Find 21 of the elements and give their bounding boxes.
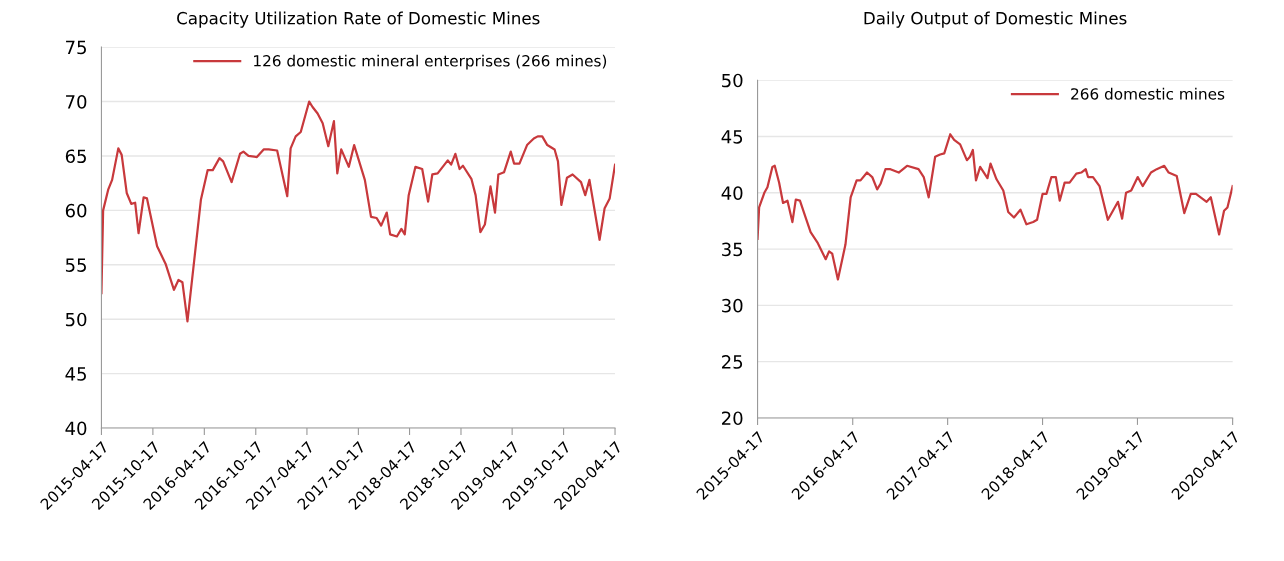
y-tick-label: 75 — [66, 40, 86, 55]
line-series — [757, 133, 1233, 281]
y-tick-label: 30 — [722, 298, 743, 313]
legend-label: 126 domestic mineral enterprises (266 mines) — [254, 54, 607, 70]
chart-title: Daily Output of Domestic Mines — [864, 11, 1127, 28]
y-tick-label: 25 — [722, 355, 743, 369]
y-tick-label: 45 — [65, 367, 86, 381]
y-tick-label: 60 — [65, 203, 87, 218]
y-tick-label: 55 — [65, 258, 86, 272]
chart-title: Capacity Utilization Rate of Domestic Mines — [177, 11, 540, 28]
y-tick-label: 50 — [722, 73, 743, 88]
y-tick-label: 45 — [721, 130, 743, 144]
y-tick-label: 50 — [65, 312, 87, 327]
y-tick-label: 35 — [722, 242, 743, 257]
y-tick-label: 20 — [722, 411, 743, 426]
y-tick-label: 70 — [66, 95, 87, 109]
legend-label: 266 domestic mines — [1071, 87, 1225, 100]
y-tick-label: 40 — [65, 421, 87, 436]
line-series — [101, 100, 616, 323]
y-tick-label: 65 — [65, 149, 86, 164]
y-tick-label: 40 — [721, 186, 743, 200]
